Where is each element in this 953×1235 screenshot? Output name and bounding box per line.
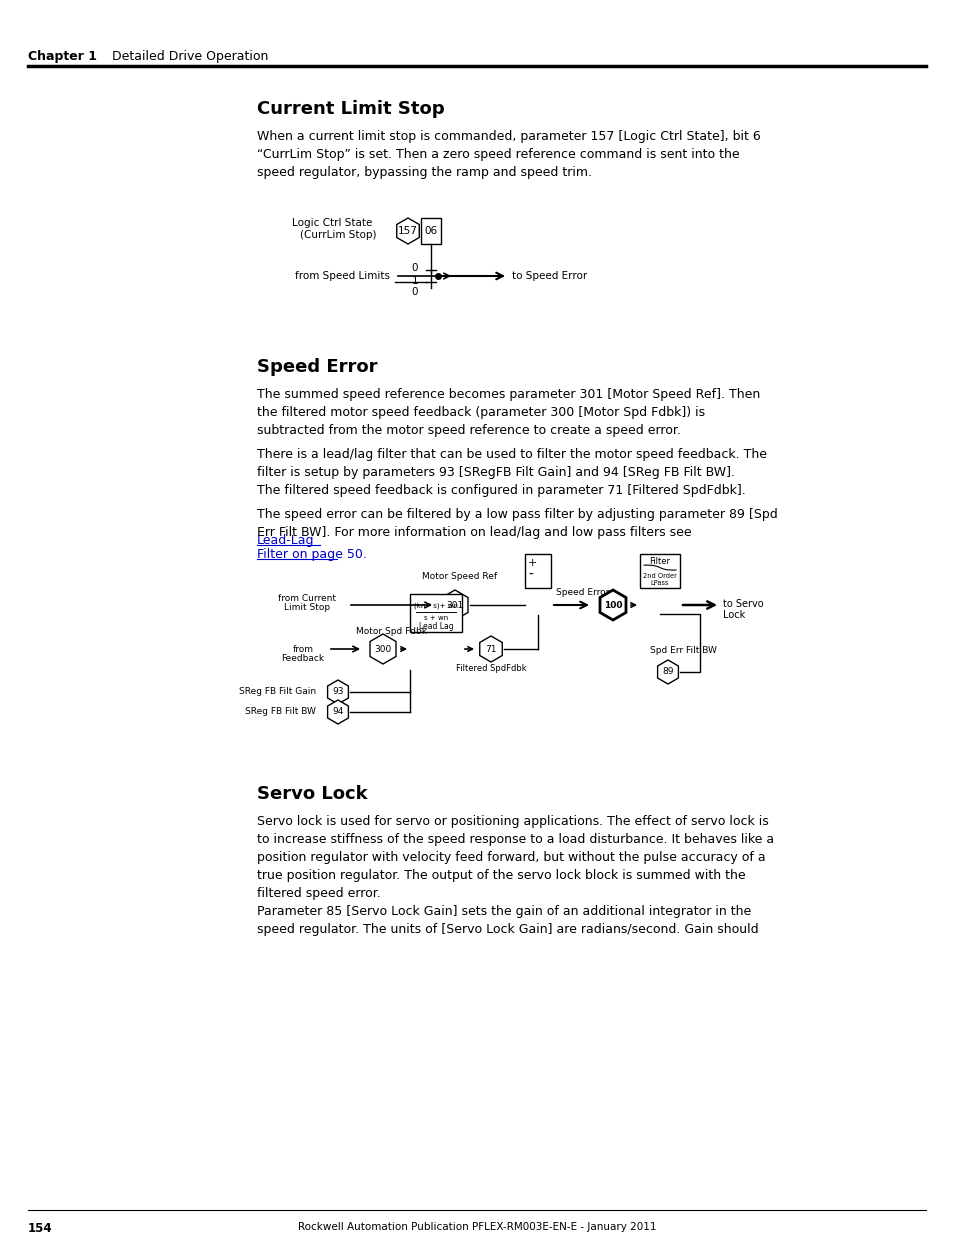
Text: to Servo: to Servo [722,599,762,609]
Text: (CurrLim Stop): (CurrLim Stop) [299,230,376,240]
Text: 0: 0 [411,263,417,273]
Text: 06: 06 [424,226,437,236]
Text: to Speed Error: to Speed Error [512,270,587,282]
Text: Servo Lock: Servo Lock [256,785,367,803]
Text: Limit Stop: Limit Stop [284,603,330,613]
Text: 2nd Order
LPass: 2nd Order LPass [642,573,677,585]
Text: Motor Spd Fdbk: Motor Spd Fdbk [356,627,427,636]
Text: 93: 93 [332,688,343,697]
Text: 94: 94 [332,708,343,716]
Text: 1: 1 [411,275,417,287]
Text: 154: 154 [28,1221,52,1235]
Text: Speed Error: Speed Error [256,358,377,375]
Text: from Current: from Current [277,594,335,603]
Text: SReg FB Filt BW: SReg FB Filt BW [245,706,315,716]
Text: When a current limit stop is commanded, parameter 157 [Logic Ctrl State], bit 6
: When a current limit stop is commanded, … [256,130,760,179]
Text: Servo lock is used for servo or positioning applications. The effect of servo lo: Servo lock is used for servo or position… [256,815,773,900]
Text: Lock: Lock [722,610,744,620]
Text: Current Limit Stop: Current Limit Stop [256,100,444,119]
Text: Chapter 1: Chapter 1 [28,49,97,63]
Text: Spd Err Filt BW: Spd Err Filt BW [649,646,716,655]
Text: The speed error can be filtered by a low pass filter by adjusting parameter 89 [: The speed error can be filtered by a low… [256,508,777,538]
Text: Speed Error: Speed Error [556,588,609,597]
Text: Detailed Drive Operation: Detailed Drive Operation [112,49,268,63]
Text: Rockwell Automation Publication PFLEX-RM003E-EN-E - January 2011: Rockwell Automation Publication PFLEX-RM… [297,1221,656,1233]
Text: 157: 157 [397,226,417,236]
Text: s + wn: s + wn [423,615,448,620]
Text: from: from [293,645,314,655]
Text: (kn * s)+ wn: (kn * s)+ wn [414,603,457,609]
Text: from Speed Limits: from Speed Limits [294,270,390,282]
FancyBboxPatch shape [420,219,440,245]
FancyBboxPatch shape [524,555,551,588]
FancyBboxPatch shape [410,594,461,632]
Text: SReg FB Filt Gain: SReg FB Filt Gain [238,687,315,697]
Text: -: - [527,568,533,582]
Text: There is a lead/lag filter that can be used to filter the motor speed feedback. : There is a lead/lag filter that can be u… [256,448,766,496]
Text: 89: 89 [661,667,673,677]
Text: Motor Speed Ref: Motor Speed Ref [422,572,497,580]
Text: Parameter 85 [Servo Lock Gain] sets the gain of an additional integrator in the
: Parameter 85 [Servo Lock Gain] sets the … [256,905,758,936]
Text: Lead Lag: Lead Lag [418,621,453,631]
Text: 301: 301 [446,600,463,610]
Text: 0: 0 [411,287,417,296]
Text: Filter: Filter [649,557,670,566]
FancyBboxPatch shape [639,555,679,588]
Text: Filtered SpdFdbk: Filtered SpdFdbk [456,664,526,673]
Text: 71: 71 [485,645,497,653]
Text: Lead-Lag: Lead-Lag [256,534,314,547]
Text: Filter on page 50.: Filter on page 50. [256,548,367,561]
Text: 300: 300 [374,645,392,653]
Text: +: + [527,558,537,568]
Text: Feedback: Feedback [281,655,324,663]
Text: The summed speed reference becomes parameter 301 [Motor Speed Ref]. Then
the fil: The summed speed reference becomes param… [256,388,760,437]
Text: Logic Ctrl State: Logic Ctrl State [292,219,372,228]
Text: 100: 100 [603,600,621,610]
